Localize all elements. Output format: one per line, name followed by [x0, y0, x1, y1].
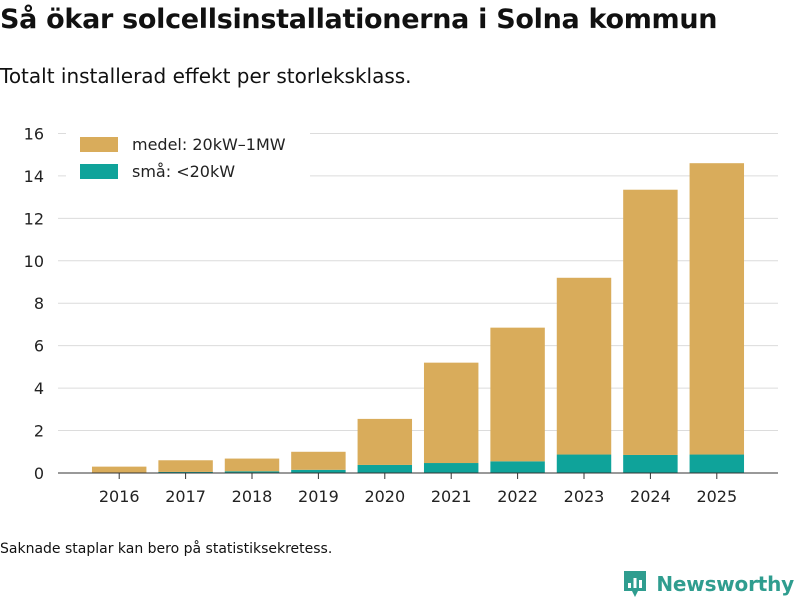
y-tick-label: 8 [34, 294, 44, 313]
chart-subtitle: Totalt installerad effekt per storlekskl… [0, 64, 412, 88]
newsworthy-logo-icon [624, 571, 647, 597]
x-tick-label: 2021 [431, 487, 472, 506]
legend-swatch [80, 164, 118, 179]
bar-2025-series-1 [689, 163, 745, 455]
x-tick-label: 2023 [564, 487, 605, 506]
legend-label: små: <20kW [132, 162, 235, 181]
bar-2024-series-0 [623, 454, 678, 473]
bar-2021-series-1 [423, 362, 479, 464]
y-tick-label: 6 [34, 337, 44, 356]
chart-title: Så ökar solcellsinstallationerna i Solna… [0, 4, 718, 35]
legend-swatch [80, 137, 118, 152]
x-tick-label: 2024 [630, 487, 671, 506]
y-tick-label: 4 [34, 379, 44, 398]
bar-2021-series-0 [423, 463, 479, 473]
bar-2020-series-0 [357, 464, 413, 473]
x-tick-label: 2019 [298, 487, 339, 506]
bar-2025-series-0 [689, 454, 745, 473]
y-tick-label: 2 [34, 422, 44, 441]
y-tick-label: 0 [34, 464, 44, 483]
x-tick-label: 2020 [364, 487, 405, 506]
bar-2022-series-1 [490, 327, 545, 462]
bar-2024-series-1 [623, 189, 678, 455]
x-tick-label: 2022 [497, 487, 538, 506]
y-tick-label: 14 [24, 167, 44, 186]
y-tick-label: 10 [24, 252, 44, 271]
axes: 0 2 4 6 8 10 12 14 16 2016 2017 2018 2019 2020 2021 202… [24, 124, 778, 506]
bar-2017-series-0 [158, 471, 213, 473]
x-tick-label: 2017 [165, 487, 206, 506]
bar-2023-series-0 [556, 454, 612, 473]
x-tick-label: 2018 [232, 487, 273, 506]
bar-2023-series-1 [556, 277, 612, 455]
legend-label: medel: 20kW–1MW [132, 135, 286, 154]
bar-2018-series-1 [224, 458, 280, 472]
bar-2018-series-0 [224, 471, 280, 473]
y-tick-label: 12 [24, 209, 44, 228]
legend: medel: 20kW–1MW små: <20kW [66, 131, 310, 181]
brand-name: Newsworthy [656, 572, 794, 596]
bar-2019-series-1 [291, 451, 346, 470]
bars [91, 163, 745, 473]
x-tick-label: 2016 [99, 487, 140, 506]
x-tick-label: 2025 [696, 487, 737, 506]
bar-2020-series-1 [357, 418, 413, 465]
bar-2016-series-1 [91, 466, 147, 473]
bar-2022-series-0 [490, 461, 545, 473]
bar-2019-series-0 [291, 469, 346, 473]
brand-logo: Newsworthy [622, 568, 794, 600]
footnote: Saknade staplar kan bero på statistiksek… [0, 541, 333, 557]
y-tick-label: 16 [24, 124, 44, 143]
bar-2017-series-1 [158, 460, 213, 472]
